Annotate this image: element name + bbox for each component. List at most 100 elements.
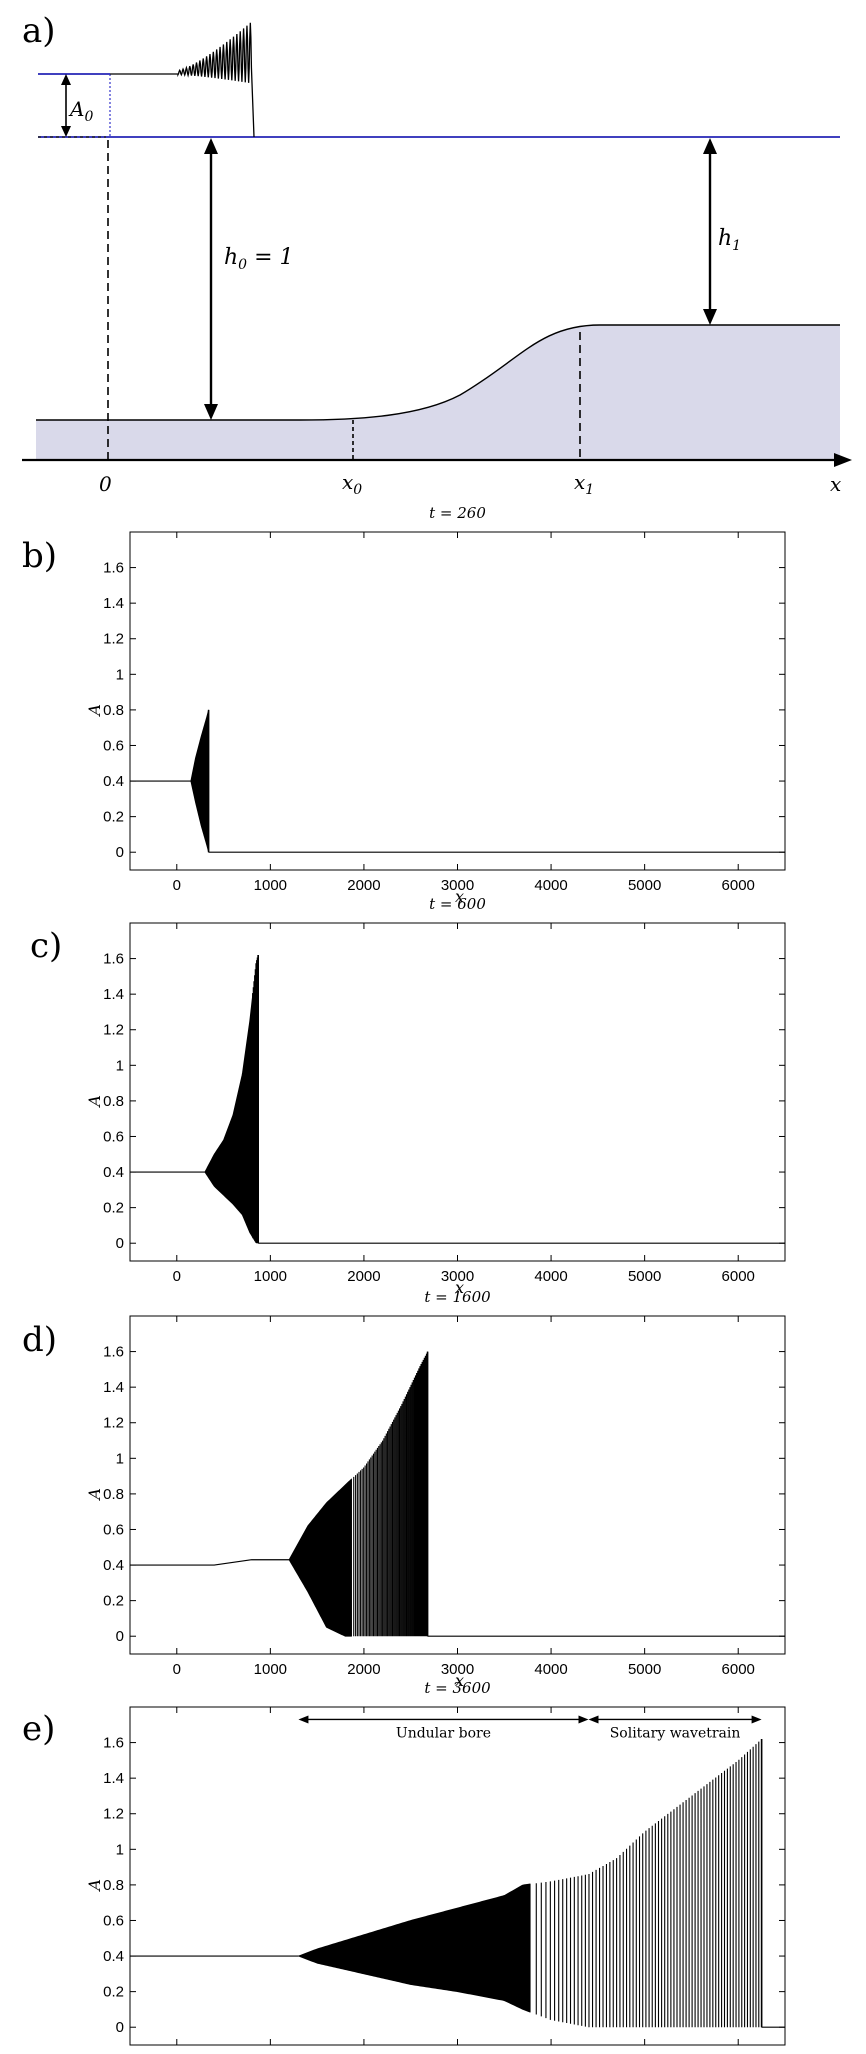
schematic-panel: a) A0 h0 = 1 [22, 11, 852, 498]
tick-origin: 0 [99, 472, 112, 496]
y-tick-label: 0.6 [103, 1521, 124, 1538]
y-axis-label: A [85, 1879, 104, 1893]
y-tick-label: 0.4 [103, 1164, 124, 1181]
panel-b: b) t = 260 0 1000 2000 3000 4000 5000 6000 0 0.2 0.… [22, 504, 786, 906]
undisturbed-level [130, 1559, 290, 1566]
y-axis-label: A [85, 704, 104, 718]
x-tick-label: 0 [173, 2052, 181, 2054]
oscillation-envelope [288, 1478, 352, 1637]
x-tick-label: 3000 [441, 2052, 474, 2054]
x-tick-label: 1000 [254, 877, 287, 894]
x-tick-label: 6000 [722, 1661, 755, 1678]
a0-label: A0 [68, 97, 93, 125]
x-tick-label: 6000 [722, 877, 755, 894]
y-tick-label: 0.2 [103, 1593, 124, 1610]
y-tick-label: 0.8 [103, 1486, 124, 1503]
series-amplitude [130, 1739, 785, 2028]
h0-label: h0 = 1 [224, 245, 294, 273]
plot-title: t = 260 [429, 504, 486, 522]
panel-e: e) t = 3600 0 1000 2000 3000 4000 5000 6000 0 0.2 0… [22, 1679, 786, 2054]
x-tick-label: 2000 [347, 877, 380, 894]
soliton-peaks [529, 1739, 763, 2028]
y-tick-label: 0.2 [103, 809, 124, 826]
y-tick-label: 0.6 [103, 1912, 124, 1929]
y-tick-label: 1.2 [103, 1022, 124, 1039]
y-tick-label: 1.4 [103, 986, 124, 1003]
oscillation-envelope [297, 1883, 531, 2013]
x-axis-arrowhead [834, 453, 852, 467]
y-tick-label: 1 [116, 666, 124, 683]
y-tick-label: 1.2 [103, 1415, 124, 1432]
x-tick-label: 1000 [254, 1268, 287, 1285]
y-tick-label: 1.2 [103, 631, 124, 648]
x-tick-label: 6000 [722, 1268, 755, 1285]
panel-d: d) t = 1600 0 1000 2000 3000 4000 5000 6000 0 0.2 0… [22, 1288, 786, 1690]
y-tick-label: 0.4 [103, 773, 124, 790]
y-tick-label: 0.2 [103, 1200, 124, 1217]
shelf-fill [36, 325, 840, 460]
y-tick-label: 1 [116, 1057, 124, 1074]
x-tick-label: 5000 [628, 1661, 661, 1678]
y-tick-label: 1 [116, 1841, 124, 1858]
series-amplitude [130, 709, 785, 853]
annotation-text: Solitary wavetrain [610, 1725, 741, 1741]
y-tick-label: 0 [116, 2019, 124, 2036]
shelf-profile [36, 324, 840, 421]
panel-c: c) t = 600 0 1000 2000 3000 4000 5000 6000 0 0.2 0.… [30, 895, 786, 1297]
plot-title: t = 3600 [424, 1679, 491, 1697]
x-tick-label: 2000 [347, 1661, 380, 1678]
y-tick-label: 1.6 [103, 1344, 124, 1361]
annotation-text: Undular bore [396, 1725, 491, 1741]
panel-label: c) [30, 926, 62, 966]
y-axis-label: A [85, 1095, 104, 1109]
panel-label: e) [22, 1709, 55, 1749]
y-axis-label: A [85, 1488, 104, 1502]
x-tick-label: 5000 [628, 877, 661, 894]
series-amplitude [130, 1351, 785, 1637]
y-tick-label: 0.4 [103, 1557, 124, 1574]
plot-title: t = 1600 [424, 1288, 491, 1306]
tick-x0: x0 [342, 470, 362, 498]
oscillation-envelope [190, 709, 210, 853]
x-tick-label: 2000 [347, 1268, 380, 1285]
x-tick-label: 4000 [534, 1661, 567, 1678]
schematic-axis-label: x [830, 472, 841, 496]
plot-title: t = 600 [429, 895, 486, 913]
y-tick-label: 1.4 [103, 595, 124, 612]
y-tick-label: 1.2 [103, 1806, 124, 1823]
axes-frame [129, 1706, 786, 2046]
x-tick-label: 6000 [722, 2052, 755, 2054]
y-tick-label: 0.8 [103, 1093, 124, 1110]
y-tick-label: 1.4 [103, 1379, 124, 1396]
x-tick-label: 4000 [534, 2052, 567, 2054]
x-axis-label: x [455, 1671, 464, 1690]
oscillation-envelope [204, 993, 254, 1239]
y-tick-label: 1 [116, 1450, 124, 1467]
x-tick-label: 1000 [254, 2052, 287, 2054]
y-tick-label: 0 [116, 1235, 124, 1252]
x-tick-label: 4000 [534, 877, 567, 894]
soliton-peaks [350, 1351, 429, 1637]
axes-frame [129, 531, 786, 871]
a0-arrow [61, 74, 71, 137]
x-tick-label: 2000 [347, 2052, 380, 2054]
x-tick-label: 5000 [628, 2052, 661, 2054]
series-amplitude [130, 955, 785, 1244]
y-tick-label: 1.6 [103, 951, 124, 968]
x-tick-label: 3000 [441, 1661, 474, 1678]
y-tick-label: 0.6 [103, 1128, 124, 1145]
y-tick-label: 1.6 [103, 560, 124, 577]
x-tick-label: 4000 [534, 1268, 567, 1285]
x-axis-label: x [455, 887, 464, 906]
soliton-peaks [252, 955, 259, 1244]
x-tick-label: 0 [173, 1268, 181, 1285]
panel-label: d) [22, 1320, 57, 1360]
incoming-wave-packet [110, 22, 255, 138]
axes-frame [129, 1315, 786, 1655]
x-tick-label: 0 [173, 877, 181, 894]
x-tick-label: 3000 [441, 877, 474, 894]
h1-arrow [703, 138, 717, 325]
y-tick-label: 0.4 [103, 1948, 124, 1965]
